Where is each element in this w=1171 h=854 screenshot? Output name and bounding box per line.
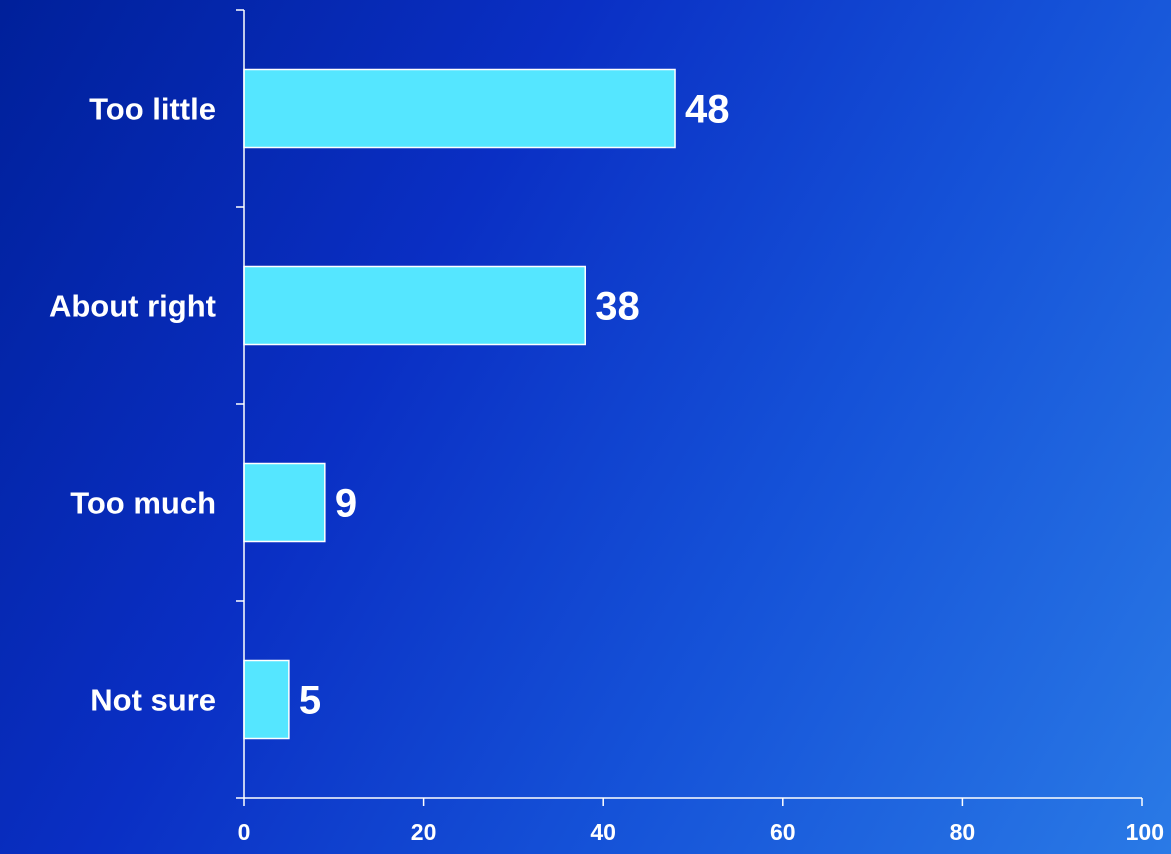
value-label-too-much: 9 [335,482,357,526]
bar-not-sure [243,659,290,740]
bar-about-right [243,265,586,346]
x-tick-label: 40 [590,819,616,845]
x-tick-label: 20 [411,819,437,845]
x-tick-label: 80 [950,819,976,845]
category-label-not-sure: Not sure [90,683,216,718]
bar-too-much [243,462,326,543]
value-label-not-sure: 5 [299,679,321,723]
labels-group: Too little 48 About right 38 Too much 9 Not su… [49,88,1164,846]
value-label-too-little: 48 [685,88,730,132]
category-label-too-much: Too much [70,486,216,521]
x-tick-label: 0 [238,819,251,845]
bar-too-little [243,68,676,149]
category-label-too-little: Too little [89,92,216,127]
x-tick-label: 100 [1126,819,1164,845]
category-label-about-right: About right [49,289,216,324]
bars-group [243,68,676,740]
value-label-about-right: 38 [595,285,640,329]
x-tick-label: 60 [770,819,796,845]
axes-group [236,9,1143,806]
